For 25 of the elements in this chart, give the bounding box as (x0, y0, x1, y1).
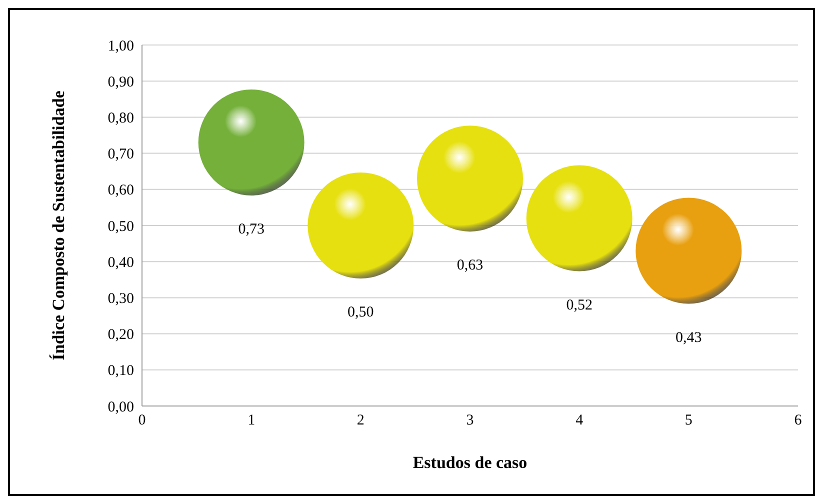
y-tick-label: 1,00 (108, 38, 134, 54)
data-label: 0,43 (676, 330, 702, 346)
data-label: 0,73 (238, 221, 264, 238)
y-tick-label: 0,70 (108, 146, 134, 163)
y-axis-title: Índice Composto de Sustentabilidade (49, 90, 68, 360)
data-label: 0,63 (456, 258, 484, 274)
x-tick-label: 0 (138, 412, 146, 429)
y-tick-label: 0,30 (108, 291, 134, 308)
y-tick-label: 0,40 (108, 254, 134, 271)
x-axis-title: Estudos de caso (412, 453, 528, 472)
y-tick-label: 0,20 (108, 327, 134, 344)
y-tick-label: 0,60 (108, 182, 134, 199)
x-tick-label: 1 (248, 412, 256, 429)
y-tick-label: 0,90 (108, 74, 134, 90)
x-tick-label: 2 (356, 412, 364, 429)
y-tick-label: 0,00 (108, 399, 134, 416)
y-tick-label: 0,10 (108, 363, 134, 380)
y-tick-label: 0,50 (108, 218, 134, 235)
x-tick-label: 3 (466, 412, 474, 429)
data-label: 0,52 (566, 297, 592, 314)
x-tick-label: 5 (684, 412, 692, 429)
x-tick-label: 6 (794, 412, 802, 429)
y-tick-label: 0,80 (108, 110, 134, 127)
x-tick-label: 4 (576, 412, 584, 429)
data-label: 0,50 (348, 304, 374, 320)
